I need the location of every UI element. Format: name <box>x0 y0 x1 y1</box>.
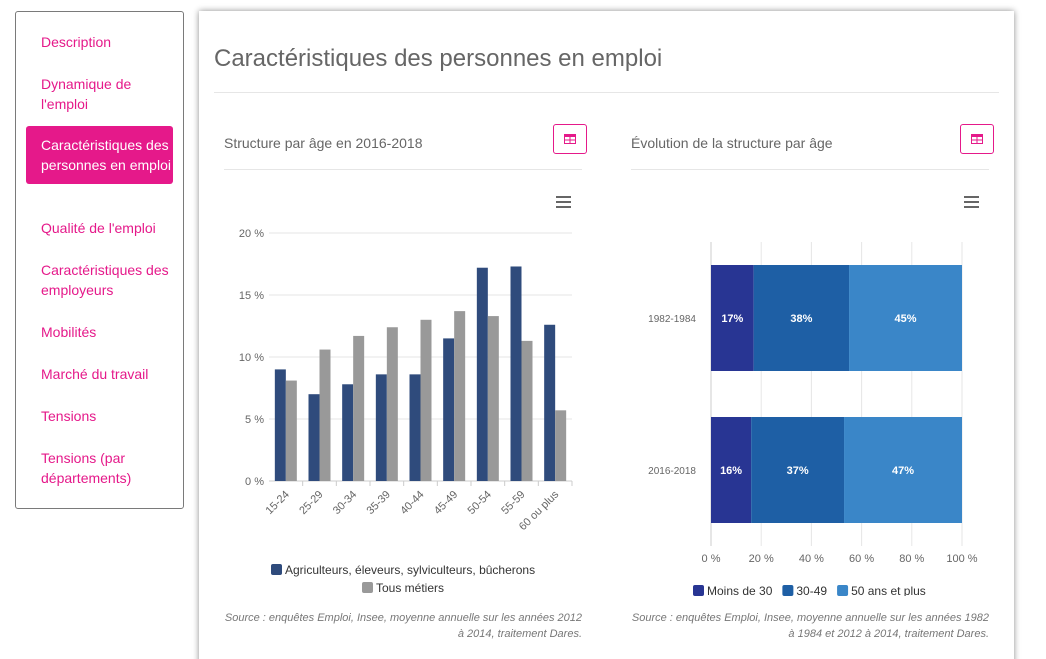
age-structure-chart: 0 % 5 % 10 % 15 % 20 % 15-24 25-29 30-34 35-39 40… <box>239 228 573 595</box>
bar <box>353 335 365 481</box>
bar <box>420 319 432 481</box>
legend-label: Tous métiers <box>376 581 444 595</box>
bar-segment <box>711 265 754 371</box>
x-tick-label: 35-39 <box>365 489 393 517</box>
legend-swatch <box>271 564 282 575</box>
sidebar-item-qualite-emploi[interactable]: Qualité de l'emploi <box>41 220 156 236</box>
page-title: Caractéristiques des personnes en emploi <box>214 45 663 72</box>
x-tick-label: 25-29 <box>297 489 325 517</box>
legend-swatch <box>693 585 704 596</box>
bar <box>555 410 567 481</box>
x-tick-label: 50-54 <box>466 489 494 517</box>
main-panel: Caractéristiques des personnes en emploi… <box>199 11 1014 659</box>
y-tick-label: 15 % <box>239 290 264 302</box>
card-divider <box>631 169 989 170</box>
data-label: 16% <box>720 465 742 477</box>
bar <box>319 349 331 481</box>
table-view-button[interactable] <box>553 124 587 154</box>
data-label: 47% <box>892 465 914 477</box>
y-tick-label: 1982-1984 <box>648 314 696 325</box>
bar-segment <box>844 417 962 523</box>
bar <box>274 369 286 481</box>
legend-label: 50 ans et plus <box>851 584 926 596</box>
sidebar-item-tensions[interactable]: Tensions <box>41 408 97 424</box>
x-tick-label: 40-44 <box>398 489 426 517</box>
bar <box>285 380 297 481</box>
x-tick-label: 60 % <box>849 553 874 565</box>
table-view-button[interactable] <box>960 124 994 154</box>
x-tick-label: 30-34 <box>331 489 359 517</box>
chart-menu-icon[interactable] <box>963 195 981 209</box>
sidebar-item-marche-travail[interactable]: Marché du travail <box>41 366 149 382</box>
x-tick-label: 40 % <box>799 553 824 565</box>
bar-segment <box>751 417 845 523</box>
bar <box>510 266 522 481</box>
source-note: Source : enquêtes Emploi, Insee, moyenne… <box>224 612 582 640</box>
table-icon <box>971 134 983 144</box>
bar <box>375 374 387 481</box>
y-tick-label: 20 % <box>239 228 264 240</box>
sidebar-item-caracteristiques-employeurs[interactable]: Caractéristiques des employeurs <box>41 262 169 298</box>
age-evolution-chart: 0 % 20 % 40 % 60 % 80 % 100 % 17% 38% 45% 1982-19… <box>648 242 978 596</box>
legend-label: Moins de 30 <box>707 584 773 596</box>
data-label: 17% <box>721 313 743 325</box>
bar <box>521 340 533 481</box>
card-divider <box>224 169 582 170</box>
card-title-age-structure: Structure par âge en 2016-2018 <box>224 135 423 151</box>
bar-segment <box>711 417 752 523</box>
bar <box>409 374 421 481</box>
data-label: 37% <box>787 465 809 477</box>
bar <box>476 267 488 481</box>
legend-swatch <box>837 585 849 596</box>
sidebar-item-tensions-departements[interactable]: Tensions (par départements) <box>41 450 132 486</box>
bar <box>487 316 499 481</box>
y-tick-label: 10 % <box>239 352 264 364</box>
sidebar-item-description[interactable]: Description <box>41 34 112 50</box>
y-tick-label: 0 % <box>245 476 264 488</box>
sidebar-item-mobilites[interactable]: Mobilités <box>41 324 97 340</box>
x-tick-label: 15-24 <box>264 489 292 517</box>
table-icon <box>564 134 576 144</box>
bar <box>342 384 354 481</box>
x-tick-label: 80 % <box>899 553 924 565</box>
legend-swatch <box>362 582 373 593</box>
x-tick-label: 20 % <box>749 553 774 565</box>
data-label: 38% <box>790 313 812 325</box>
legend-label: Agriculteurs, éleveurs, sylviculteurs, b… <box>285 563 535 577</box>
legend-swatch <box>782 585 794 596</box>
source-note: Source : enquêtes Emploi, Insee, moyenne… <box>631 612 989 640</box>
title-divider <box>214 92 999 93</box>
sidebar-nav: Description Dynamique de l'emploi Caract… <box>15 11 184 509</box>
legend-label: 30-49 <box>796 584 827 596</box>
bar <box>443 338 455 481</box>
sidebar-item-caracteristiques-personnes[interactable]: Caractéristiques des personnes en emploi <box>26 126 173 184</box>
y-tick-label: 5 % <box>245 414 264 426</box>
x-tick-label: 45-49 <box>432 489 460 517</box>
y-tick-label: 2016-2018 <box>648 466 696 477</box>
x-tick-label: 55-59 <box>499 489 527 517</box>
bar <box>386 327 398 481</box>
x-tick-label: 100 % <box>946 553 977 565</box>
bar-segment <box>753 265 850 371</box>
bar-segment <box>849 265 962 371</box>
bar <box>544 324 556 481</box>
bar <box>454 311 466 481</box>
data-label: 45% <box>895 313 917 325</box>
card-title-age-evolution: Évolution de la structure par âge <box>631 135 833 151</box>
chart-menu-icon[interactable] <box>555 195 573 209</box>
x-tick-label: 0 % <box>702 553 721 565</box>
bar <box>308 394 320 481</box>
sidebar-item-dynamique-emploi[interactable]: Dynamique de l'emploi <box>41 76 132 112</box>
